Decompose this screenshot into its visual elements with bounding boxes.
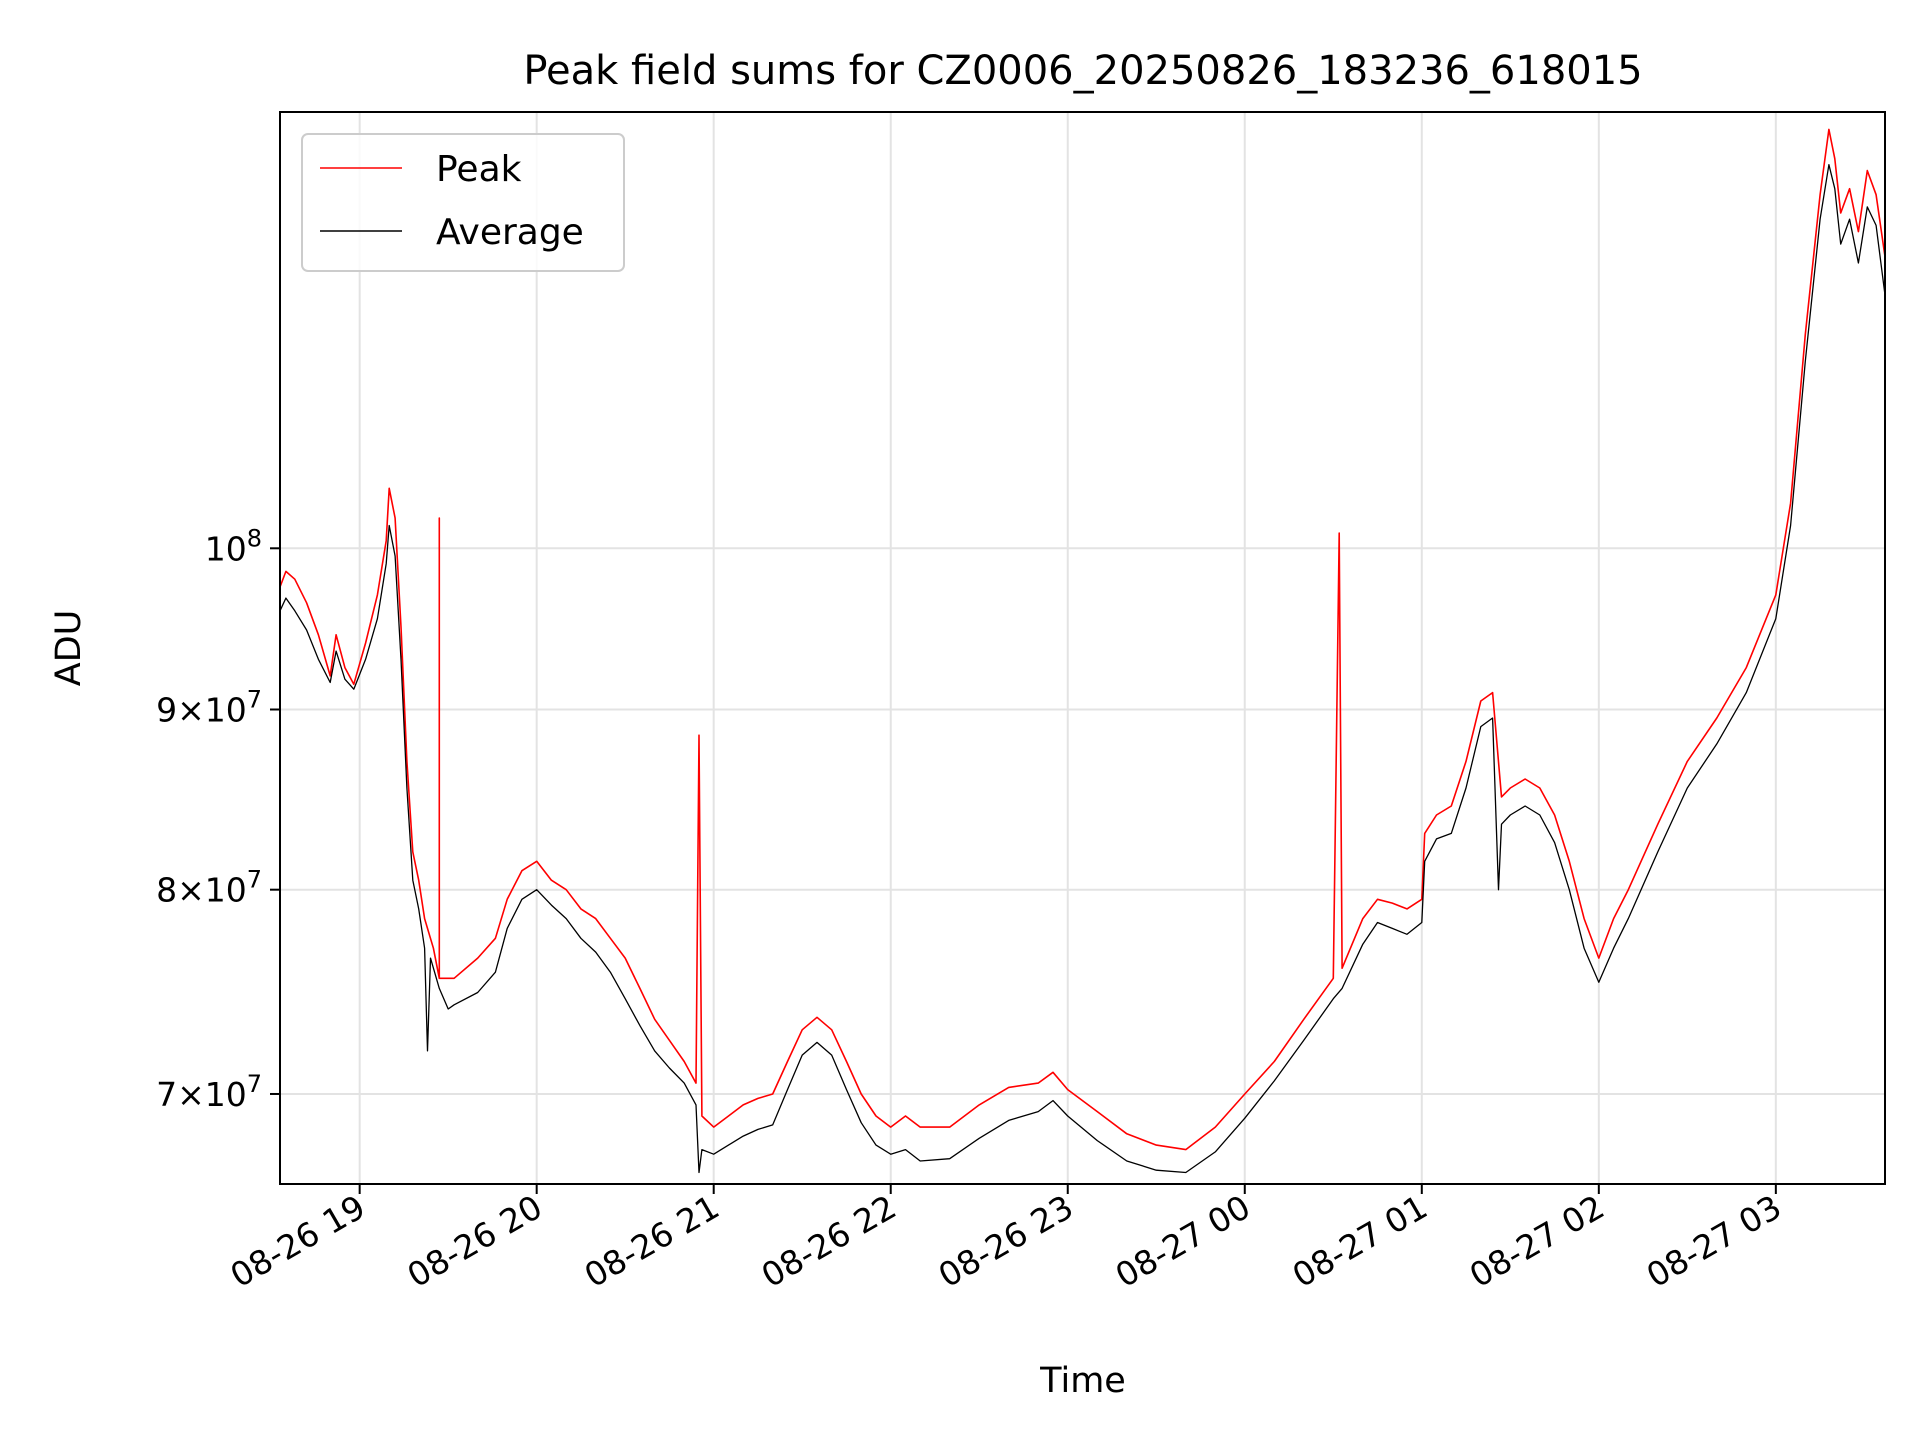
series-line-peak — [279, 128, 1886, 1151]
series-line-average — [279, 164, 1886, 1174]
chart-title: Peak field sums for CZ0006_20250826_1832… — [523, 48, 1642, 94]
y-axis-label: ADU — [49, 610, 89, 687]
legend-label-average: Average — [436, 212, 584, 253]
data-series — [279, 128, 1886, 1174]
y-tick-label: 7×107 — [156, 1070, 262, 1114]
plot-area — [280, 112, 1885, 1184]
legend: Peak Average — [301, 133, 625, 272]
plot-frame — [279, 111, 1886, 1185]
y-tick-label: 9×107 — [156, 685, 262, 729]
x-axis-label: Time — [1039, 1361, 1126, 1401]
grid-lines — [280, 112, 1885, 1184]
legend-label-peak: Peak — [436, 149, 522, 190]
y-tick-label: 8×107 — [156, 866, 262, 910]
